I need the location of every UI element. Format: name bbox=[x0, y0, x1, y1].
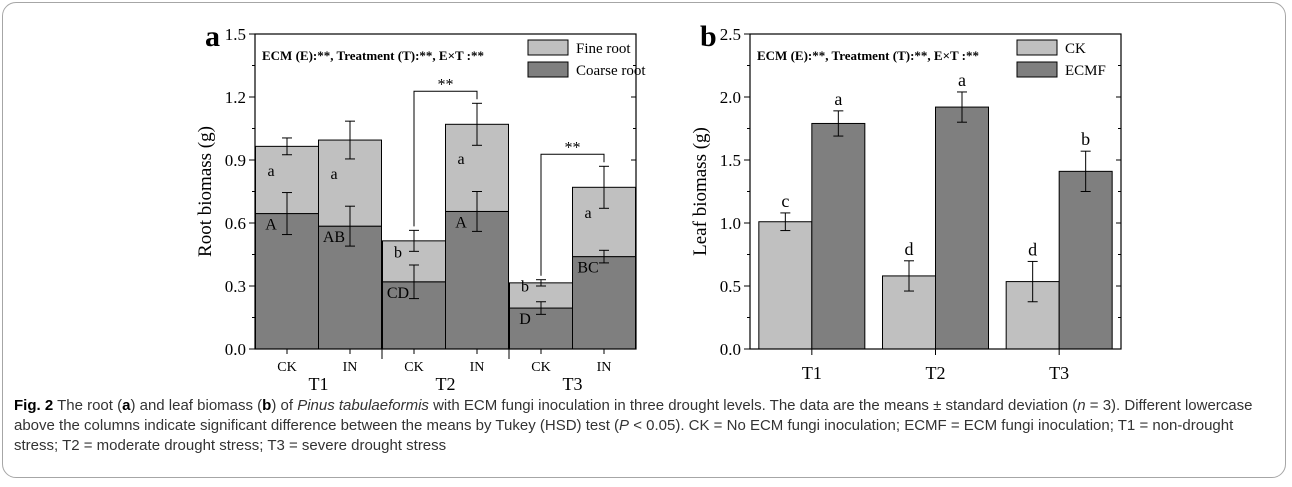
significance-letter: d bbox=[1028, 239, 1037, 259]
significance-letter: b bbox=[1081, 129, 1090, 149]
bar-coarse-root bbox=[255, 213, 319, 350]
significance-letter: d bbox=[905, 239, 914, 259]
significance-label: ** bbox=[438, 76, 454, 93]
y-axis-label: Root biomass (g) bbox=[195, 126, 216, 257]
coarse-root-letter: AB bbox=[323, 229, 345, 246]
group-label: T3 bbox=[563, 374, 583, 394]
y-tick-label: 0.5 bbox=[720, 277, 741, 296]
legend-label: CK bbox=[1065, 41, 1086, 57]
y-tick-label: 0.3 bbox=[225, 277, 246, 296]
group-label: T1 bbox=[309, 374, 329, 394]
caption-ref-b: b bbox=[262, 397, 272, 414]
anova-annotation: ECM (E):**, Treatment (T):**, E×T :** bbox=[262, 48, 484, 63]
plot-frame bbox=[749, 33, 1122, 350]
y-tick-label: 0.0 bbox=[225, 340, 246, 359]
significance-letter: a bbox=[958, 70, 966, 90]
legend-swatch bbox=[1016, 39, 1058, 56]
fine-root-letter: a bbox=[584, 205, 591, 222]
fine-root-letter: b bbox=[521, 278, 529, 295]
legend-swatch bbox=[527, 61, 569, 78]
y-tick-label: 2.0 bbox=[720, 88, 741, 107]
caption-fig-label: Fig. 2 bbox=[14, 397, 54, 414]
bar-ecmf bbox=[811, 122, 866, 350]
figure-frame bbox=[2, 2, 1286, 478]
panel-label: b bbox=[700, 20, 717, 53]
figure-caption: Fig. 2 The root (a) and leaf biomass (b)… bbox=[14, 396, 1276, 456]
x-tick-label: IN bbox=[597, 360, 612, 375]
coarse-root-letter: A bbox=[265, 217, 277, 234]
fine-root-letter: a bbox=[457, 151, 464, 168]
x-tick-label: T1 bbox=[802, 363, 822, 383]
group-label: T2 bbox=[436, 374, 456, 394]
legend-label: ECMF bbox=[1065, 63, 1106, 79]
caption-p: P bbox=[619, 417, 630, 434]
anova-annotation: ECM (E):**, Treatment (T):**, E×T :** bbox=[757, 48, 979, 63]
caption-text-5: = 3). Different lowercase above the colu… bbox=[14, 397, 1253, 434]
fine-root-letter: b bbox=[394, 244, 402, 261]
coarse-root-letter: D bbox=[519, 311, 531, 328]
coarse-root-letter: CD bbox=[387, 285, 409, 302]
caption-text-2: ) and leaf biomass ( bbox=[130, 397, 263, 414]
x-tick-label: T3 bbox=[1049, 363, 1069, 383]
bar-ecmf bbox=[935, 106, 989, 350]
legend-swatch bbox=[1016, 61, 1058, 78]
caption-ref-a: a bbox=[122, 397, 131, 414]
significance-bracket bbox=[540, 153, 605, 276]
fine-root-letter: a bbox=[330, 166, 337, 183]
panel-label: a bbox=[205, 20, 220, 53]
y-tick-label: 1.0 bbox=[720, 214, 741, 233]
y-tick-label: 0.9 bbox=[225, 151, 246, 170]
x-tick-label: CK bbox=[404, 360, 423, 375]
fine-root-letter: a bbox=[267, 163, 274, 180]
y-tick-label: 1.2 bbox=[225, 88, 246, 107]
y-tick-label: 0.6 bbox=[225, 214, 246, 233]
y-tick-label: 1.5 bbox=[225, 25, 246, 44]
bar-ck bbox=[758, 221, 813, 350]
caption-species: Pinus tabulaeformis bbox=[297, 397, 429, 414]
y-tick-label: 1.5 bbox=[720, 151, 741, 170]
caption-text-1: The root ( bbox=[53, 397, 123, 414]
x-tick-label: T2 bbox=[926, 363, 946, 383]
coarse-root-letter: A bbox=[455, 214, 467, 231]
significance-bracket bbox=[413, 90, 478, 227]
plot-frame bbox=[254, 33, 637, 350]
coarse-root-letter: BC bbox=[577, 260, 598, 277]
caption-text-4: with ECM fungi inoculation in three drou… bbox=[428, 397, 1078, 414]
x-tick-label: CK bbox=[277, 360, 296, 375]
legend-swatch bbox=[527, 39, 569, 56]
significance-letter: c bbox=[781, 191, 789, 211]
bar-coarse-root bbox=[445, 210, 509, 350]
caption-n: n bbox=[1077, 397, 1086, 414]
y-tick-label: 2.5 bbox=[720, 25, 741, 44]
significance-label: ** bbox=[565, 139, 581, 156]
caption-text-6: < 0.05). CK = No ECM fungi inoculation; … bbox=[14, 417, 1234, 454]
bar-coarse-root bbox=[318, 225, 382, 350]
x-tick-label: IN bbox=[343, 360, 358, 375]
y-tick-label: 0.0 bbox=[720, 340, 741, 359]
legend-label: Coarse root bbox=[576, 63, 646, 79]
caption-text-3: ) of bbox=[271, 397, 298, 414]
x-tick-label: CK bbox=[531, 360, 550, 375]
x-tick-label: IN bbox=[470, 360, 485, 375]
y-axis-label-leaf: Leaf biomass (g) bbox=[690, 127, 711, 256]
significance-letter: a bbox=[834, 89, 842, 109]
bar-ecmf bbox=[1058, 170, 1113, 350]
legend-label: Fine root bbox=[576, 41, 631, 57]
